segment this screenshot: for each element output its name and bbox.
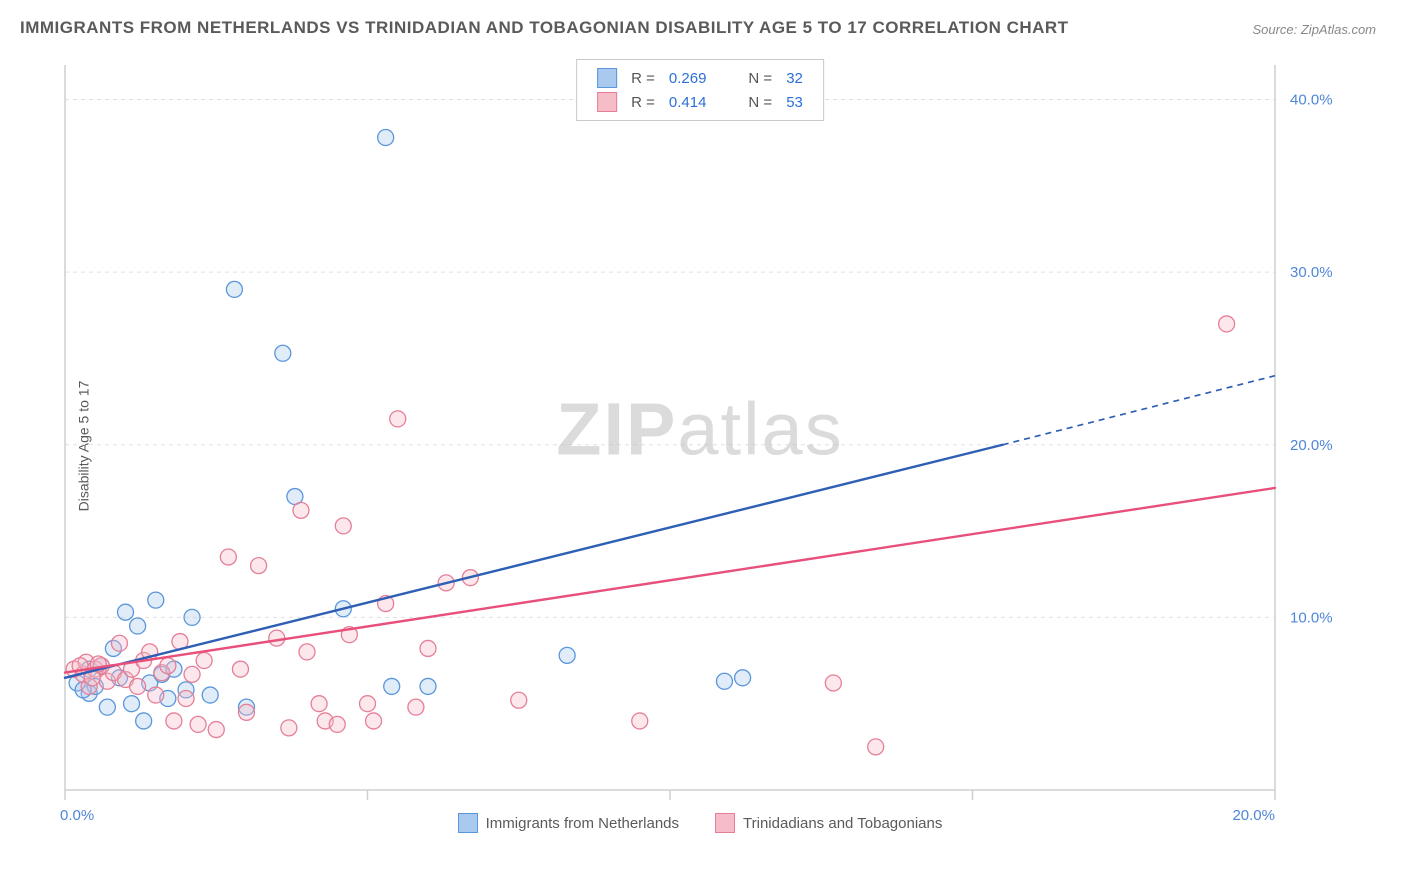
legend-swatch <box>458 813 478 833</box>
source-attribution: Source: ZipAtlas.com <box>1252 22 1376 37</box>
legend-item: Trinidadians and Tobagonians <box>715 813 942 833</box>
scatter-plot: 10.0%20.0%30.0%40.0%0.0%20.0% ZIPatlas R… <box>55 55 1345 835</box>
r-value: 0.414 <box>669 94 707 111</box>
chart-svg: 10.0%20.0%30.0%40.0%0.0%20.0% <box>55 55 1345 835</box>
r-label: R = <box>631 94 655 111</box>
svg-text:20.0%: 20.0% <box>1290 437 1333 454</box>
svg-text:10.0%: 10.0% <box>1290 609 1333 626</box>
legend-stats: R = 0.269 N = 32 R = 0.414 N = 53 <box>576 59 824 121</box>
legend-swatch <box>715 813 735 833</box>
chart-title: IMMIGRANTS FROM NETHERLANDS VS TRINIDADI… <box>20 18 1069 38</box>
n-value: 53 <box>786 94 803 111</box>
legend-item: Immigrants from Netherlands <box>458 813 679 833</box>
legend-swatch <box>597 92 617 112</box>
legend-label: Trinidadians and Tobagonians <box>743 815 942 832</box>
r-value: 0.269 <box>669 70 707 87</box>
svg-text:40.0%: 40.0% <box>1290 92 1333 109</box>
r-label: R = <box>631 70 655 87</box>
legend-label: Immigrants from Netherlands <box>486 815 679 832</box>
legend-series: Immigrants from Netherlands Trinidadians … <box>55 813 1345 837</box>
legend-swatch <box>597 68 617 88</box>
n-label: N = <box>748 94 772 111</box>
svg-text:30.0%: 30.0% <box>1290 264 1333 281</box>
n-label: N = <box>748 70 772 87</box>
n-value: 32 <box>786 70 803 87</box>
